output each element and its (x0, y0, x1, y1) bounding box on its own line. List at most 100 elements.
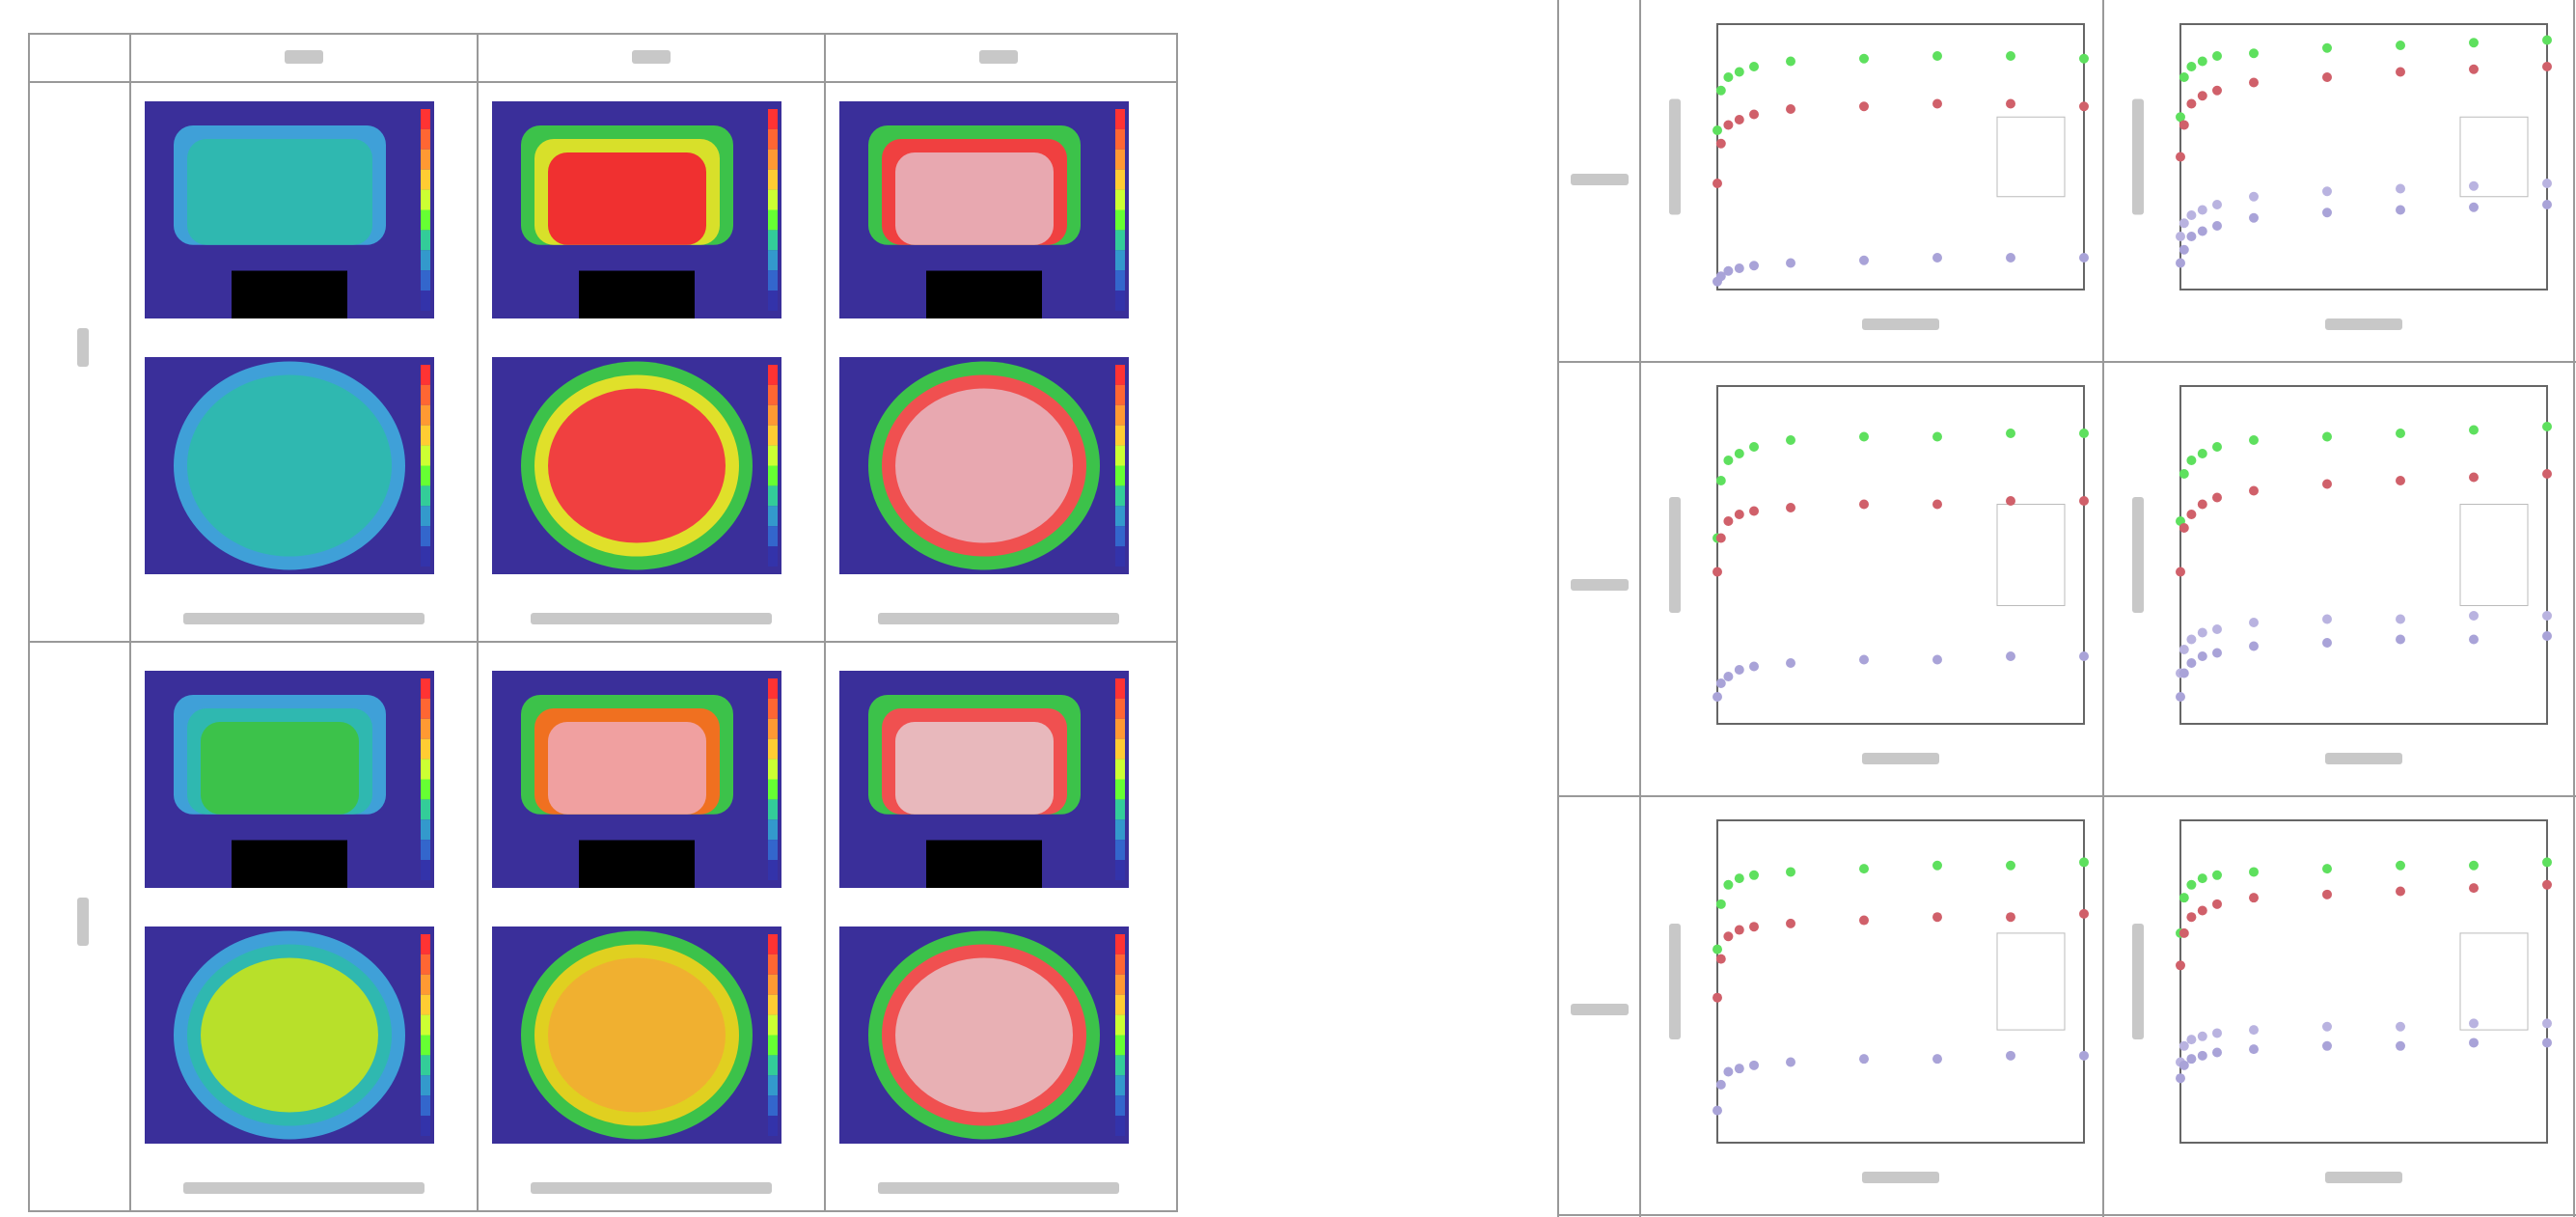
data-point (2079, 54, 2089, 64)
legend-box (1997, 505, 2065, 606)
colorbar-step (768, 485, 778, 506)
illegible-text (183, 1182, 425, 1194)
data-point (2179, 893, 2189, 902)
data-point (2179, 245, 2189, 255)
colorbar-step (768, 506, 778, 526)
data-point (2249, 893, 2259, 902)
colorbar-step (768, 446, 778, 466)
colorbar-step (768, 526, 778, 546)
colorbar-step (421, 699, 430, 719)
data-point (1713, 945, 1722, 954)
data-point (2249, 48, 2259, 58)
data-point (2198, 449, 2207, 458)
colorbar-step (768, 385, 778, 405)
data-point (2079, 651, 2089, 661)
data-point (2186, 658, 2196, 668)
figure (0, 0, 2576, 1217)
data-point (2006, 861, 2015, 871)
colorbar-step (1115, 230, 1125, 250)
data-point (2322, 864, 2332, 873)
data-point (2542, 469, 2552, 479)
colorbar-step (421, 446, 430, 466)
data-point (2198, 1051, 2207, 1061)
data-point (1859, 54, 1869, 64)
data-point (2179, 523, 2189, 533)
illegible-text (2132, 497, 2144, 613)
colorbar-step (421, 819, 430, 840)
data-point (2322, 432, 2332, 442)
data-point (2198, 227, 2207, 236)
data-point (2469, 65, 2479, 74)
data-point (2249, 192, 2259, 202)
illegible-text (2325, 1172, 2402, 1183)
data-point (1932, 51, 1942, 61)
colorbar-step (768, 840, 778, 860)
illegible-text (878, 1182, 1119, 1194)
thermal-zone (201, 958, 378, 1113)
data-point (2249, 486, 2259, 496)
colorbar-step (768, 426, 778, 446)
data-point (1859, 500, 1869, 510)
thermal-zone (895, 958, 1073, 1113)
data-point (2542, 179, 2552, 188)
data-point (1859, 256, 1869, 265)
data-point (1716, 534, 1726, 543)
data-point (1716, 86, 1726, 96)
illegible-text (77, 328, 89, 367)
data-point (2176, 259, 2185, 268)
data-point (2198, 57, 2207, 67)
thermal-zone (548, 958, 726, 1113)
colorbar-step (768, 819, 778, 840)
colorbar-step (768, 699, 778, 719)
colorbar-step (421, 230, 430, 250)
colorbar-step (1115, 995, 1125, 1015)
thermal-zone (895, 722, 1054, 815)
data-point (2006, 496, 2015, 506)
data-point (2249, 867, 2259, 876)
data-point (2249, 1025, 2259, 1035)
colorbar-step (1115, 760, 1125, 780)
illegible-text (1862, 1172, 1939, 1183)
data-point (1932, 432, 1942, 442)
data-point (2542, 36, 2552, 45)
data-point (2249, 213, 2259, 223)
colorbar-step (1115, 860, 1125, 880)
data-point (1859, 101, 1869, 111)
colorbar-step (1115, 840, 1125, 860)
colorbar-step (421, 719, 430, 739)
colorbar-step (768, 546, 778, 567)
data-point (2179, 218, 2189, 228)
illegible-text (531, 613, 772, 624)
data-point (2396, 1041, 2405, 1051)
colorbar-step (1115, 466, 1125, 486)
data-point (2396, 886, 2405, 896)
illegible-text (183, 613, 425, 624)
thermal-dark (579, 841, 695, 889)
data-point (2396, 68, 2405, 77)
thermal-dark (926, 841, 1042, 889)
data-point (1786, 104, 1795, 114)
colorbar-step (1115, 1116, 1125, 1136)
data-point (2179, 1041, 2189, 1051)
colorbar-step (1115, 678, 1125, 699)
colorbar-step (421, 190, 430, 210)
colorbar-step (768, 780, 778, 800)
data-point (1749, 871, 1759, 880)
data-point (2198, 1032, 2207, 1041)
colorbar-step (421, 290, 430, 311)
data-point (1723, 931, 1733, 941)
data-point (2079, 909, 2089, 919)
data-point (2212, 624, 2222, 634)
data-point (1723, 72, 1733, 82)
data-point (1735, 510, 1744, 519)
data-point (1859, 432, 1869, 442)
colorbar-step (1115, 975, 1125, 995)
colorbar-step (1115, 170, 1125, 190)
colorbar-step (421, 250, 430, 270)
illegible-text (285, 50, 323, 64)
colorbar-step (421, 1055, 430, 1075)
colorbar-step (421, 365, 430, 385)
data-point (2396, 41, 2405, 50)
data-point (2322, 615, 2332, 624)
data-point (1723, 1067, 1733, 1077)
